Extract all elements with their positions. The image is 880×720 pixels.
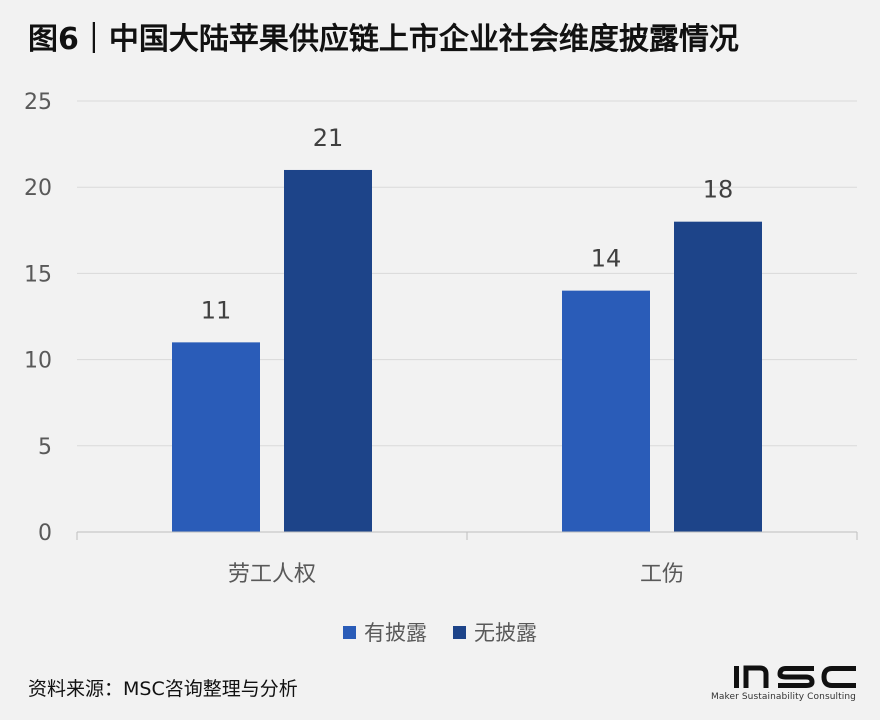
logo-tagline: Maker Sustainability Consulting <box>710 692 856 702</box>
legend: 有披露 无披露 <box>0 617 880 647</box>
bar <box>674 221 762 532</box>
y-tick-label: 10 <box>24 349 52 374</box>
msc-logo: Maker Sustainability Consulting <box>711 664 856 702</box>
data-labels: 11 21 14 18 <box>201 124 734 324</box>
bar <box>172 342 260 532</box>
legend-label-disclosed: 有披露 <box>364 621 427 645</box>
y-tick-label: 20 <box>24 176 52 201</box>
x-axis <box>76 531 858 540</box>
y-tick-label: 15 <box>24 262 52 287</box>
data-label: 14 <box>591 245 622 273</box>
y-axis-ticks: 0 5 10 15 20 25 <box>24 90 52 546</box>
data-label: 11 <box>201 296 232 324</box>
bars <box>172 169 762 532</box>
category-labels: 劳工人权 工伤 <box>228 562 684 587</box>
bar-chart: 0 5 10 15 20 25 11 21 14 18 劳工人权 工伤 <box>24 90 858 587</box>
data-label: 18 <box>703 176 734 204</box>
y-tick-label: 0 <box>38 521 52 546</box>
legend-swatch-not-disclosed <box>453 625 466 639</box>
source-note: 资料来源：MSC咨询整理与分析 <box>28 678 298 700</box>
chart-title: 图6｜中国大陆苹果供应链上市企业社会维度披露情况 <box>28 22 739 57</box>
legend-item-disclosed: 有披露 <box>343 617 427 647</box>
category-label: 工伤 <box>640 562 684 587</box>
bar <box>284 169 372 532</box>
category-label: 劳工人权 <box>228 562 316 587</box>
bar <box>562 290 650 532</box>
legend-label-not-disclosed: 无披露 <box>474 621 537 645</box>
y-tick-label: 25 <box>24 90 52 115</box>
data-label: 21 <box>313 124 344 152</box>
legend-item-not-disclosed: 无披露 <box>453 617 537 647</box>
y-tick-label: 5 <box>38 435 52 460</box>
legend-swatch-disclosed <box>343 625 356 639</box>
msc-logo-mark <box>734 665 856 688</box>
